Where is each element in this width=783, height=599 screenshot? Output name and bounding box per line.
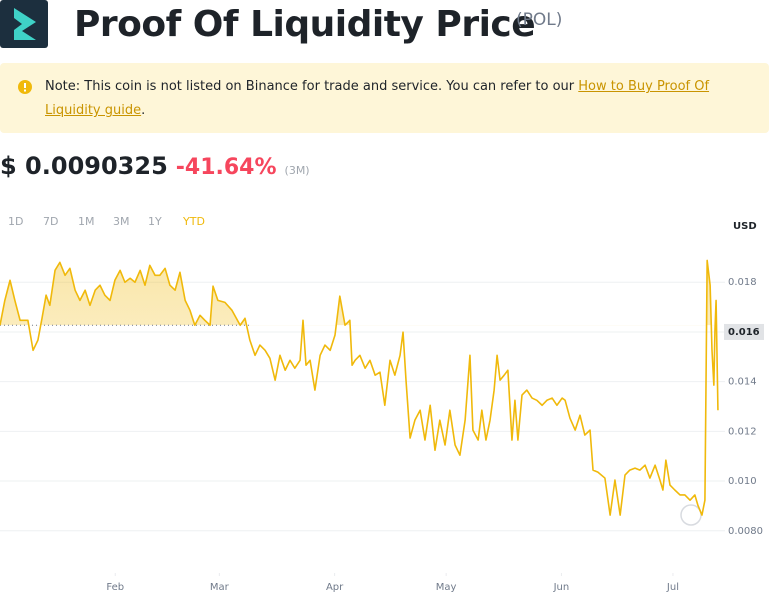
range-tab[interactable]: 7D xyxy=(43,215,59,228)
range-tab[interactable]: 1Y xyxy=(148,215,162,228)
price-line xyxy=(0,259,719,516)
logo-mark xyxy=(14,8,36,40)
x-tick-label: May xyxy=(436,582,457,593)
y-unit: USD xyxy=(733,221,757,232)
price: $ 0.0090325 xyxy=(0,152,168,180)
range-tab[interactable]: 3M xyxy=(113,215,130,228)
note-end: . xyxy=(141,103,146,118)
y-tick-label: 0.010 xyxy=(728,476,757,487)
symbol: (POL) xyxy=(516,10,563,30)
note-icon xyxy=(18,80,32,94)
watermark xyxy=(680,504,702,526)
x-tick-label: Jun xyxy=(553,582,570,593)
y-tick-label: 0.012 xyxy=(728,426,757,437)
x-tick-label: Jul xyxy=(666,582,679,593)
x-tick-label: Feb xyxy=(106,582,124,593)
change-period: (3M) xyxy=(284,164,310,177)
x-tick-label: Mar xyxy=(210,582,230,593)
y-tick-label: 0.016 xyxy=(728,327,760,338)
note-link[interactable]: How to Buy Proof Of Liquidity guide xyxy=(45,79,710,118)
price-row: $ 0.0090325 -41.64% (3M) xyxy=(0,152,310,180)
range-tabs: 1D 7D 1M 3M 1Y YTD xyxy=(8,214,218,230)
y-tick-label: 0.0080 xyxy=(728,526,763,537)
note-body: Note: This coin is not listed on Binance… xyxy=(45,79,579,94)
range-tab[interactable]: 1M xyxy=(78,215,95,228)
title: Proof Of Liquidity Price xyxy=(74,4,536,45)
note-banner: Note: This coin is not listed on Binance… xyxy=(0,63,769,133)
y-tick-label: 0.018 xyxy=(728,277,757,288)
price-change: -41.64% xyxy=(175,155,277,180)
y-tick-label: 0.014 xyxy=(728,377,757,388)
x-tick-label: Apr xyxy=(326,582,344,593)
range-tab[interactable]: YTD xyxy=(183,215,205,228)
range-tab[interactable]: 1D xyxy=(8,215,24,228)
tick-highlight xyxy=(724,323,764,340)
note-text: Note: This coin is not listed on Binance… xyxy=(45,75,745,123)
